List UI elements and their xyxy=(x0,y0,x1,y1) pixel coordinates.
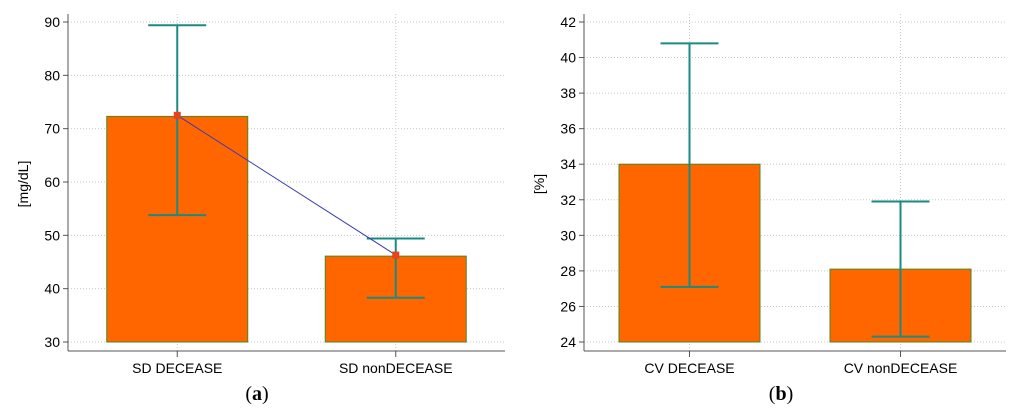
chart-panel-b: [%] (b) 24 26 28 30 32 34 36 38 40 42 CV DECEASE CV… xyxy=(531,14,1006,405)
x-tick-label: CV nonDECEASE xyxy=(844,360,958,376)
y-tick-label: 90 xyxy=(44,14,60,30)
y-tick-label: 36 xyxy=(560,121,576,137)
error-bar xyxy=(871,200,930,338)
y-tick-label: 40 xyxy=(560,50,576,66)
y-tick-label: 30 xyxy=(44,334,60,350)
x-tick-label: CV DECEASE xyxy=(644,360,734,376)
panel-label: (a) xyxy=(245,383,268,405)
y-tick-label: 42 xyxy=(560,14,576,30)
y-tick-label: 24 xyxy=(560,334,576,350)
y-tick-label: 50 xyxy=(44,227,60,243)
error-bar xyxy=(148,24,207,217)
error-bar xyxy=(366,237,425,299)
y-tick-label: 80 xyxy=(44,67,60,83)
y-tick-label: 70 xyxy=(44,121,60,137)
y-tick-label: 30 xyxy=(560,227,576,243)
x-tick-label: SD DECEASE xyxy=(132,360,222,376)
data-point xyxy=(392,251,400,259)
y-axis-label: [mg/dL] xyxy=(15,161,31,208)
chart-panel-a: [mg/dL] (a) 30 40 50 60 70 80 90 SD DECEASE SD n… xyxy=(15,14,505,405)
panel-label: (b) xyxy=(769,383,793,405)
y-tick-label: 32 xyxy=(560,192,576,208)
x-tick-label: SD nonDECEASE xyxy=(339,360,453,376)
y-tick-label: 34 xyxy=(560,156,576,172)
series-line xyxy=(176,114,397,256)
y-axis-label: [%] xyxy=(531,174,547,194)
y-tick-label: 40 xyxy=(44,281,60,297)
y-tick-label: 60 xyxy=(44,174,60,190)
data-point xyxy=(173,111,181,119)
y-tick-label: 38 xyxy=(560,85,576,101)
y-tick-label: 26 xyxy=(560,298,576,314)
error-bar xyxy=(660,42,719,288)
y-tick-label: 28 xyxy=(560,263,576,279)
